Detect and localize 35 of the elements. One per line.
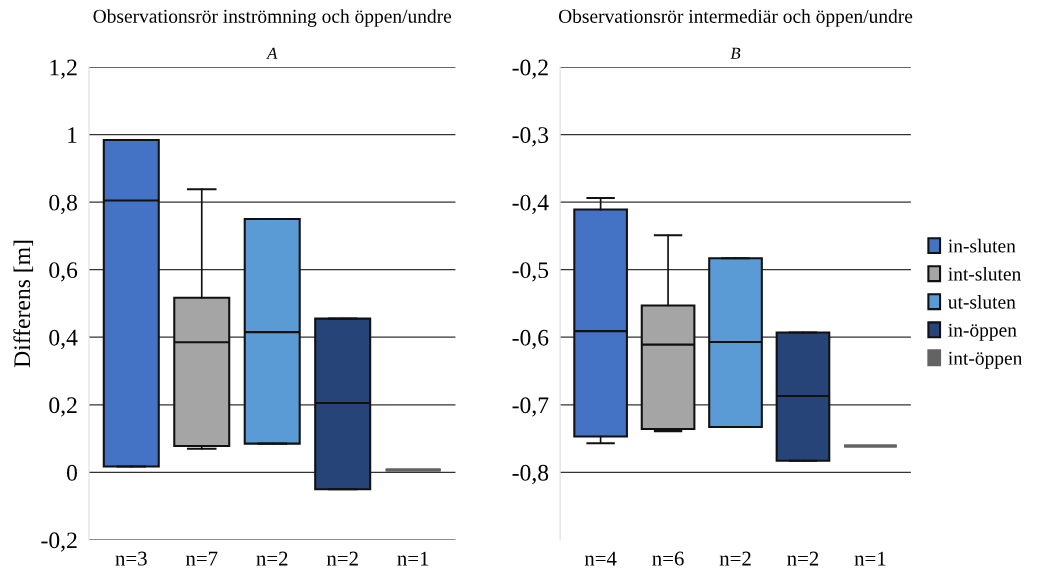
x-tick-label: n=6 <box>652 551 684 566</box>
x-tick-label: n=1 <box>854 551 886 566</box>
x-tick-label: n=2 <box>326 551 358 566</box>
y-tick-label: -0,2 <box>512 59 548 79</box>
y-tick-label: -0,4 <box>512 194 549 214</box>
y-tick-label: 0,6 <box>49 262 78 282</box>
y-tick-label: -0,2 <box>41 532 77 552</box>
x-tick-label: n=3 <box>115 551 147 566</box>
legend-label: in-öppen <box>948 323 1017 341</box>
y-tick-label: 1 <box>68 127 77 143</box>
y-tick-label: 0,2 <box>49 397 77 417</box>
chart-title: Observationsrör intermediär och öppen/undre <box>558 9 913 27</box>
y-tick-label: -0,8 <box>512 464 549 485</box>
legend-label: in-sluten <box>948 238 1016 253</box>
x-tick-label: n=7 <box>185 551 218 566</box>
y-axis-title: Differens [m] <box>13 240 34 368</box>
legend-label: ut-sluten <box>948 294 1016 309</box>
y-tick-label: 0,8 <box>49 194 77 214</box>
y-tick-label: -0,6 <box>512 329 549 350</box>
y-tick-label: -0,3 <box>512 127 549 147</box>
legend-label: int-öppen <box>948 351 1023 369</box>
y-tick-label: -0,5 <box>512 262 549 282</box>
chart-title: Observationsrör inströmning och öppen/undre <box>93 9 452 27</box>
chart-subtitle: B <box>730 47 741 59</box>
chart-subtitle: A <box>266 47 278 59</box>
x-tick-label: n=1 <box>397 551 429 566</box>
legend-label: int-sluten <box>948 266 1021 281</box>
y-tick-label: 1,2 <box>50 59 77 79</box>
x-tick-label: n=2 <box>787 551 819 566</box>
y-tick-label: 0 <box>66 464 77 481</box>
y-tick-label: -0,7 <box>512 397 549 417</box>
y-tick-label: 0,4 <box>49 329 78 350</box>
x-tick-label: n=2 <box>256 551 288 566</box>
x-tick-label: n=2 <box>719 551 751 566</box>
x-tick-label: n=4 <box>584 551 617 566</box>
